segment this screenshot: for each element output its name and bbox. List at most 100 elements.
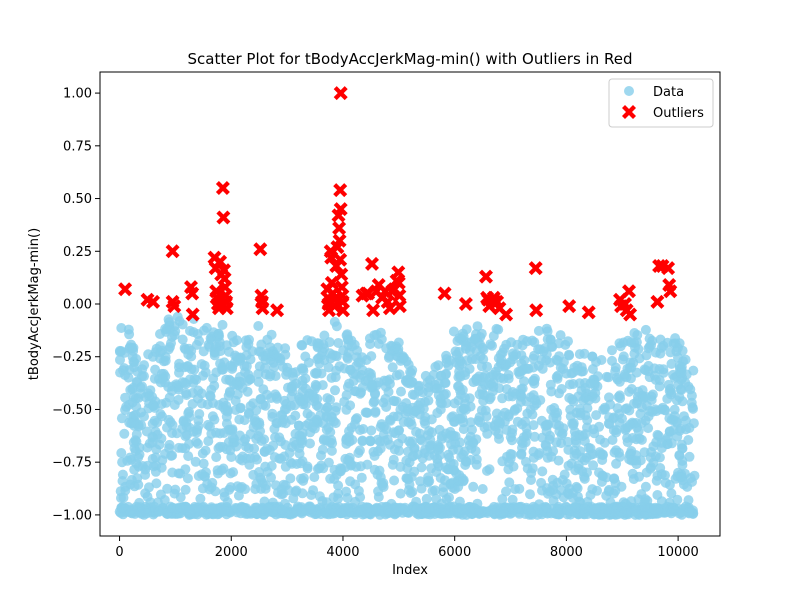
data-point — [254, 467, 264, 477]
data-point — [546, 341, 557, 352]
data-point — [240, 484, 251, 495]
data-point — [133, 419, 144, 430]
data-point — [197, 469, 207, 480]
data-point — [284, 447, 295, 458]
data-point — [365, 339, 376, 350]
data-point — [482, 428, 493, 439]
data-point — [461, 324, 472, 335]
data-point — [190, 456, 201, 467]
data-point — [391, 370, 402, 381]
data-point — [267, 412, 278, 422]
data-point — [601, 371, 612, 382]
outlier-point — [253, 242, 268, 257]
data-point — [368, 446, 379, 457]
x-tick-label: 2000 — [215, 545, 248, 560]
data-point — [521, 456, 531, 467]
data-point — [587, 351, 598, 362]
data-point — [614, 451, 625, 462]
data-point — [599, 404, 610, 415]
data-point — [175, 502, 186, 513]
outlier-point — [216, 210, 231, 225]
data-point — [505, 449, 516, 459]
data-point — [493, 429, 504, 440]
data-point — [318, 435, 329, 446]
data-point — [435, 370, 446, 381]
data-point — [192, 438, 203, 449]
data-point — [545, 379, 556, 390]
data-point — [128, 342, 139, 353]
data-point — [166, 338, 176, 349]
data-point — [640, 481, 651, 492]
data-point — [322, 393, 333, 404]
data-point — [568, 396, 579, 407]
data-point — [131, 401, 142, 412]
data-point — [345, 365, 355, 375]
data-point — [509, 404, 520, 415]
data-point — [589, 428, 600, 439]
data-point — [436, 434, 447, 444]
data-point — [563, 349, 574, 360]
data-point — [163, 414, 174, 425]
data-point — [517, 383, 528, 394]
data-point — [280, 440, 291, 450]
data-point — [448, 326, 459, 337]
data-point — [468, 481, 479, 492]
data-point — [536, 477, 547, 488]
data-point — [415, 476, 426, 487]
data-point — [557, 475, 568, 485]
outlier-point — [270, 303, 285, 318]
data-point — [188, 378, 199, 388]
data-point — [323, 362, 334, 373]
data-point — [116, 448, 127, 458]
data-point — [141, 426, 152, 437]
data-point — [395, 461, 406, 472]
outlier-point — [332, 233, 347, 248]
data-point — [674, 392, 685, 402]
data-point — [458, 417, 469, 428]
data-point — [594, 467, 604, 478]
data-point — [297, 435, 308, 446]
data-point — [341, 486, 352, 497]
data-point — [452, 506, 463, 517]
outlier-point — [365, 256, 379, 271]
data-point — [639, 447, 650, 458]
data-point — [235, 372, 245, 382]
data-point — [612, 403, 623, 414]
data-point — [460, 460, 471, 470]
data-point — [354, 445, 365, 456]
data-point — [424, 450, 434, 461]
data-point — [426, 414, 437, 425]
data-point — [316, 450, 326, 461]
data-point — [558, 363, 568, 374]
data-point — [312, 463, 323, 474]
data-point — [219, 357, 230, 368]
data-point — [570, 431, 581, 441]
data-point — [198, 370, 208, 381]
data-point — [329, 316, 340, 327]
data-point — [485, 339, 496, 350]
data-point — [444, 452, 455, 463]
data-point — [389, 475, 400, 486]
data-point — [294, 448, 305, 459]
data-point — [646, 339, 657, 350]
data-point — [525, 489, 535, 500]
data-point — [398, 504, 409, 515]
data-point — [115, 354, 125, 365]
data-point — [265, 371, 275, 382]
data-point — [169, 330, 180, 341]
data-point — [280, 461, 291, 472]
outlier-point — [333, 202, 348, 217]
data-point — [297, 375, 308, 386]
data-point — [258, 384, 269, 395]
data-point — [370, 406, 381, 417]
data-point — [616, 481, 627, 492]
data-point — [151, 478, 162, 489]
data-point — [640, 324, 651, 335]
data-point — [556, 384, 567, 394]
data-point — [395, 488, 406, 499]
data-point — [668, 502, 679, 513]
data-point — [154, 506, 165, 517]
data-point — [378, 421, 389, 432]
x-tick-label: 4000 — [326, 545, 359, 560]
data-point — [633, 344, 644, 355]
